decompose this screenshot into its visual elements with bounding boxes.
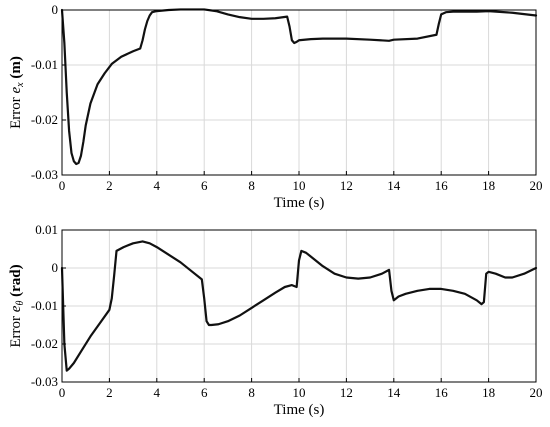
x-tick-label: 20 bbox=[530, 178, 543, 193]
chart-panel-1: 0 2 4 6 8 10 12 14 16 18 20 0 -0.01 -0.02 -0.03 Time (s… bbox=[8, 2, 543, 211]
x-tick-label: 14 bbox=[387, 385, 401, 400]
x-tick-label: 0 bbox=[59, 178, 66, 193]
x-tick-label: 20 bbox=[530, 385, 543, 400]
y-tick-label: -0.03 bbox=[31, 167, 58, 182]
y-axis-label-text: Error bbox=[8, 312, 24, 347]
x-tick-label: 2 bbox=[106, 178, 113, 193]
y-axis-label-subscript: x bbox=[15, 82, 26, 88]
y-axis-label-unit: (rad) bbox=[8, 264, 24, 300]
x-tick-label: 10 bbox=[293, 178, 306, 193]
x-tick-label: 4 bbox=[154, 178, 161, 193]
y-axis-label-unit: (m) bbox=[8, 56, 24, 82]
y-axis-label: Error eθ (rad) bbox=[8, 264, 26, 347]
y-tick-label: -0.03 bbox=[31, 374, 58, 389]
x-tick-label: 10 bbox=[293, 385, 306, 400]
x-tick-label: 6 bbox=[201, 385, 208, 400]
x-tick-label: 6 bbox=[201, 178, 208, 193]
x-tick-label: 16 bbox=[435, 385, 449, 400]
x-tick-label: 18 bbox=[482, 385, 495, 400]
y-tick-label: -0.02 bbox=[31, 112, 58, 127]
y-axis-label-text: Error bbox=[8, 93, 24, 128]
series-line-1 bbox=[60, 8, 538, 166]
y-tick-label: -0.01 bbox=[31, 298, 58, 313]
y-axis-label-subscript: θ bbox=[15, 301, 26, 306]
x-axis-label: Time (s) bbox=[274, 402, 325, 418]
series-line-1 bbox=[60, 240, 538, 372]
x-tick-label: 16 bbox=[435, 178, 449, 193]
y-tick-label: 0.01 bbox=[35, 222, 58, 237]
x-tick-label: 12 bbox=[340, 178, 353, 193]
x-tick-label: 2 bbox=[106, 385, 113, 400]
x-tick-label: 0 bbox=[59, 385, 66, 400]
x-tick-label: 8 bbox=[248, 178, 255, 193]
y-axis-label-symbol: e bbox=[8, 305, 24, 312]
y-tick-label: 0 bbox=[52, 2, 59, 17]
y-tick-label: -0.02 bbox=[31, 336, 58, 351]
x-tick-label: 4 bbox=[154, 385, 161, 400]
chart-panel-2: 0 2 4 6 8 10 12 14 16 18 20 0.01 0 -0.01 -0.02 -0.03 Tim… bbox=[8, 222, 543, 418]
x-tick-label: 12 bbox=[340, 385, 353, 400]
x-axis-label: Time (s) bbox=[274, 195, 325, 211]
x-tick-label: 14 bbox=[387, 178, 401, 193]
x-tick-label: 18 bbox=[482, 178, 495, 193]
y-axis-label: Error ex (m) bbox=[8, 56, 26, 129]
y-axis-label-symbol: e bbox=[8, 86, 24, 93]
y-tick-label: -0.01 bbox=[31, 57, 58, 72]
y-tick-label: 0 bbox=[52, 260, 59, 275]
x-tick-label: 8 bbox=[248, 385, 255, 400]
